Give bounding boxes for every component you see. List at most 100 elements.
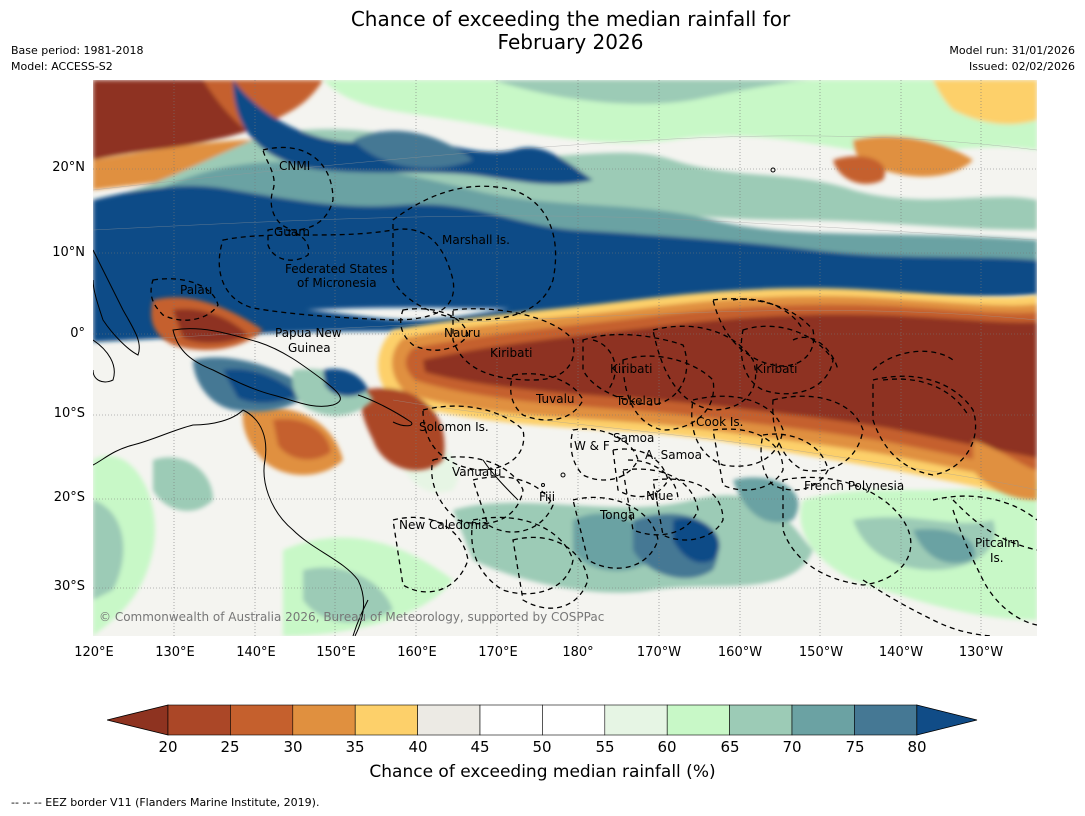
colorbar-cells [167,704,918,736]
label-cook: Cook Is. [696,415,743,429]
meta-left: Base period: 1981-2018 Model: ACCESS-S2 [11,43,143,75]
coastlines [93,167,776,636]
label-nauru: Nauru [444,326,480,340]
label-pitcairn-1: Pitcairn [975,536,1020,550]
label-solomon: Solomon Is. [419,420,489,434]
label-guam: Guam [274,225,310,239]
graticule [93,80,1037,636]
place-labels: CNMI Guam Marshall Is. Federated States … [180,159,1020,565]
borneo-coast [93,339,115,383]
meta-right: Model run: 31/01/2026 Issued: 02/02/2026 [949,43,1075,75]
colorbar-cell [167,704,231,736]
label-fsm-2: of Micronesia [297,276,377,290]
northern-patterns [93,80,1037,342]
label-pitcairn-2: Is. [990,551,1004,565]
model-name: Model: ACCESS-S2 [11,60,113,73]
lon-label-140e: 140°E [236,645,276,660]
map-canvas: CNMI Guam Marshall Is. Federated States … [93,80,1037,636]
label-tokelau: Tokelau [615,394,661,408]
new-caledonia-coast [482,459,519,501]
colorbar-tick: 25 [220,738,240,756]
colorbar-tick: 50 [532,738,552,756]
lon-label-180: 180° [562,645,594,660]
colorbar-cell [292,704,356,736]
base-period: Base period: 1981-2018 [11,44,144,57]
colorbar-cell [791,704,855,736]
colorbar-tick: 40 [408,738,428,756]
issued-date: Issued: 02/02/2026 [968,60,1075,73]
label-png-2: Guinea [288,341,331,355]
colorbar-extend-high [916,704,978,736]
colorbar-tick: 45 [470,738,490,756]
colorbar-cell [854,704,918,736]
label-new-caledonia: New Caledonia [399,518,489,532]
lon-label-160w: 160°W [717,645,763,660]
colorbar-cell [542,704,606,736]
colorbar-tick: 70 [782,738,802,756]
colorbar-tick: 75 [845,738,865,756]
colorbar-cell [729,704,793,736]
colorbar [107,704,978,736]
lat-label-10s: 10°S [53,406,85,421]
rainfall-map: CNMI Guam Marshall Is. Federated States … [93,80,1037,636]
label-samoa: Samoa [613,431,654,445]
nz-coast [352,599,369,636]
colorbar-cell [604,704,668,736]
title-line-1: Chance of exceeding the median rainfall … [350,7,791,31]
label-vanuatu: Vanuatu [452,465,502,479]
colorbar-cell [666,704,730,736]
map-copyright: © Commonwealth of Australia 2026, Bureau… [99,610,604,624]
label-tonga: Tonga [599,508,635,522]
lat-label-20s: 20°S [53,490,85,505]
model-run: Model run: 31/01/2026 [949,44,1075,57]
contour-lines [93,135,1037,491]
new-guinea-coast [172,328,341,407]
label-kiribati-e: Kiribati [755,362,797,376]
label-png-1: Papua New [275,326,342,340]
lon-label-130e: 130°E [155,645,195,660]
equatorial-dry-band [151,288,1037,500]
lon-label-150w: 150°W [798,645,844,660]
label-fsm-1: Federated States [285,262,387,276]
label-marshall: Marshall Is. [442,233,510,247]
lon-label-160e: 160°E [397,645,437,660]
colorbar-cell [479,704,543,736]
lat-label-0: 0° [70,326,85,341]
colorbar-label: Chance of exceeding median rainfall (%) [369,762,716,782]
lat-label-20n: 20°N [52,160,85,175]
lon-label-140w: 140°W [878,645,924,660]
lon-label-170w: 170°W [636,645,682,660]
label-asamoa: A. Samoa [645,448,702,462]
label-cnmi: CNMI [279,159,310,173]
lon-label-170e: 170°E [478,645,518,660]
colorbar-extend-low [107,704,169,736]
lat-label-30s: 30°S [53,579,85,594]
colorbar-cell [354,704,418,736]
colorbar-cell [417,704,481,736]
solomon-coast [357,394,413,427]
colorbar-tick: 60 [657,738,677,756]
lon-label-120e: 120°E [74,645,114,660]
label-kiribati-c: Kiribati [610,362,652,376]
label-palau: Palau [180,283,212,297]
label-kiribati-w: Kiribati [490,346,532,360]
philippines-coast [93,249,140,356]
lon-label-130w: 130°W [958,645,1004,660]
eez-borders [150,146,1037,636]
colorbar-tick: 35 [345,738,365,756]
colorbar-cell [230,704,294,736]
colorbar-tick: 30 [283,738,303,756]
label-wf: W & F [574,439,610,453]
colorbar-tick: 65 [720,738,740,756]
australia-coast [242,409,365,636]
lat-label-10n: 10°N [52,245,85,260]
lon-label-150e: 150°E [316,645,356,660]
label-french-polynesia: French Polynesia [804,479,904,493]
colorbar-tick: 80 [907,738,927,756]
label-niue: Niue [646,489,673,503]
colorbar-tick: 20 [158,738,178,756]
label-fiji: Fiji [539,490,555,504]
title-line-2: February 2026 [497,30,644,54]
colorbar-tick: 55 [595,738,615,756]
label-tuvalu: Tuvalu [535,392,575,406]
